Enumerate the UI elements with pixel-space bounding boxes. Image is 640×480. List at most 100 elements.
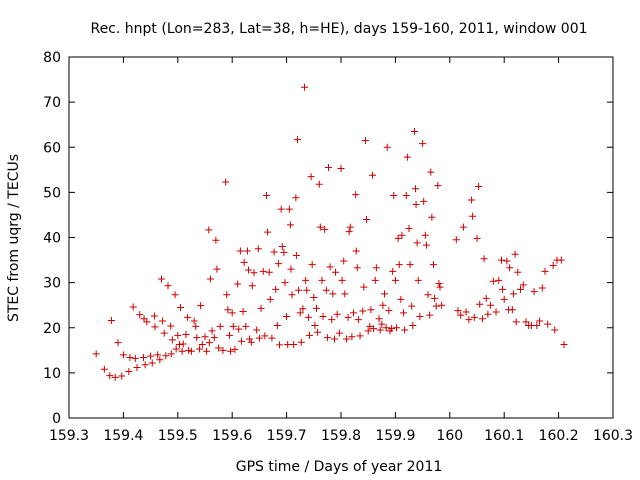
data-point <box>388 325 396 333</box>
data-point <box>250 269 258 277</box>
data-point <box>151 323 159 331</box>
x-tick-label: 160.2 <box>539 428 579 444</box>
data-point <box>162 352 170 360</box>
data-point <box>284 340 292 348</box>
data-point <box>533 321 541 329</box>
data-point <box>426 311 434 319</box>
data-point <box>266 295 274 303</box>
data-point <box>239 308 247 316</box>
data-point <box>454 307 462 315</box>
data-point <box>465 316 473 324</box>
data-point <box>557 256 565 264</box>
data-point <box>259 267 267 275</box>
data-point <box>340 257 348 265</box>
data-point <box>313 304 321 312</box>
data-point <box>382 324 390 332</box>
data-point <box>174 331 182 339</box>
data-point <box>319 312 327 320</box>
data-point <box>489 277 497 285</box>
data-point <box>551 326 559 334</box>
data-point <box>160 329 168 337</box>
data-point <box>265 268 273 276</box>
data-point <box>414 276 422 284</box>
data-point <box>154 351 162 359</box>
data-point <box>416 312 424 320</box>
data-point <box>302 276 310 284</box>
data-point <box>429 261 437 269</box>
data-point <box>148 359 156 367</box>
data-point <box>419 140 427 148</box>
data-point <box>391 276 399 284</box>
data-point <box>500 295 508 303</box>
data-point <box>337 164 345 172</box>
x-tick-label: 160 <box>436 428 463 444</box>
data-point <box>133 363 141 371</box>
data-point <box>215 344 223 352</box>
data-point <box>141 361 149 369</box>
data-point <box>308 261 316 269</box>
data-point <box>420 197 428 205</box>
data-point <box>167 350 175 358</box>
data-point <box>412 201 420 209</box>
data-point <box>541 267 549 275</box>
data-point <box>422 241 430 249</box>
data-point <box>164 282 172 290</box>
data-point <box>369 171 377 179</box>
data-point <box>136 311 144 319</box>
data-point <box>333 310 341 318</box>
data-point <box>492 308 500 316</box>
data-point <box>178 347 186 355</box>
data-point <box>224 306 232 314</box>
data-point <box>364 327 372 335</box>
data-point <box>438 301 446 309</box>
data-point <box>354 316 362 324</box>
data-point <box>376 326 384 334</box>
data-point <box>398 231 406 239</box>
data-point <box>480 255 488 263</box>
y-tick-label: 80 <box>43 50 61 66</box>
data-point <box>468 196 476 204</box>
data-point <box>469 212 477 220</box>
data-point <box>508 306 516 314</box>
data-point <box>229 322 237 330</box>
data-point <box>509 290 517 298</box>
plot-frame <box>68 56 614 419</box>
data-point <box>286 221 294 229</box>
data-point <box>514 268 522 276</box>
data-point <box>363 215 371 223</box>
data-point <box>245 266 253 274</box>
y-tick-labels: 0 10 20 30 40 50 60 70 80 <box>43 50 61 427</box>
data-point <box>219 346 227 354</box>
y-tick-label: 40 <box>43 231 61 247</box>
data-point <box>335 329 343 337</box>
data-point <box>424 291 432 299</box>
y-tick-label: 30 <box>43 276 61 292</box>
data-point <box>394 234 402 242</box>
data-point <box>378 320 386 328</box>
data-point <box>131 354 139 362</box>
data-point <box>473 234 481 242</box>
data-point <box>395 261 403 269</box>
data-point <box>140 354 148 362</box>
data-point <box>405 224 413 232</box>
data-point <box>228 309 236 317</box>
data-point <box>222 178 230 186</box>
data-point <box>187 347 195 355</box>
data-point <box>206 275 214 283</box>
x-tick-label: 159.6 <box>212 428 252 444</box>
x-tick-label: 159.3 <box>49 428 89 444</box>
data-point <box>470 313 478 321</box>
data-point <box>255 334 263 342</box>
data-point <box>367 306 375 314</box>
data-point <box>356 332 364 340</box>
data-point <box>412 185 420 193</box>
data-point <box>346 223 354 231</box>
data-point <box>184 313 192 321</box>
data-point <box>281 279 289 287</box>
y-tick-label: 60 <box>43 140 61 156</box>
data-point <box>383 143 391 151</box>
data-point <box>350 309 358 317</box>
data-point <box>375 315 383 323</box>
data-point <box>197 302 205 310</box>
data-point <box>330 335 338 343</box>
